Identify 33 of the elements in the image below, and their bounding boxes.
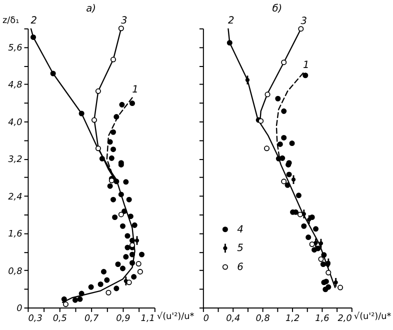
series-label: 1 <box>132 84 138 96</box>
x-tick-label: 1,6 <box>315 314 330 324</box>
x-tick-label: 0,3 <box>28 314 43 324</box>
x-tick-label: 0,5 <box>52 314 68 324</box>
series-label: 3 <box>120 15 128 26</box>
series-label: 2 <box>30 15 38 26</box>
y-tick-label: 0 <box>16 304 23 314</box>
y-tick-label: 1,6 <box>8 230 23 240</box>
legend-label: 4 <box>237 224 244 236</box>
y-tick-label: 3,2 <box>8 155 23 166</box>
x-tick-label: 0,9 <box>116 314 131 324</box>
x-axis-title: √(u'²)/u* <box>354 310 392 322</box>
x-tick-label: 0,4 <box>226 314 241 324</box>
x-tick-label: 0 <box>203 314 210 324</box>
x-axis-title: √(u'²)/u* <box>156 310 195 322</box>
y-axis-title: z/δ₁ <box>2 16 20 26</box>
chart-title: а) <box>86 4 96 15</box>
x-tick-label: 1,1 <box>140 314 155 324</box>
y-tick-label: 0,8 <box>8 266 23 277</box>
chart-title: б) <box>272 4 282 15</box>
series-label: 3 <box>300 16 308 27</box>
y-tick-label: 4,0 <box>8 118 23 128</box>
y-tick-label: 2,4 <box>8 192 23 202</box>
x-tick-label: 2,0 <box>338 314 352 324</box>
x-tick-label: 1,2 <box>285 314 300 324</box>
series-label: 2 <box>228 15 234 26</box>
x-tick-label: 0,7 <box>84 314 99 324</box>
x-tick-label: 0,8 <box>256 314 270 324</box>
legend-label: 5 <box>237 243 244 254</box>
series-label: 1 <box>302 60 310 72</box>
y-tick-label: 4,8 <box>8 80 23 91</box>
y-tick-label: 5,6 <box>8 43 23 54</box>
legend-label: 6 <box>237 262 244 273</box>
